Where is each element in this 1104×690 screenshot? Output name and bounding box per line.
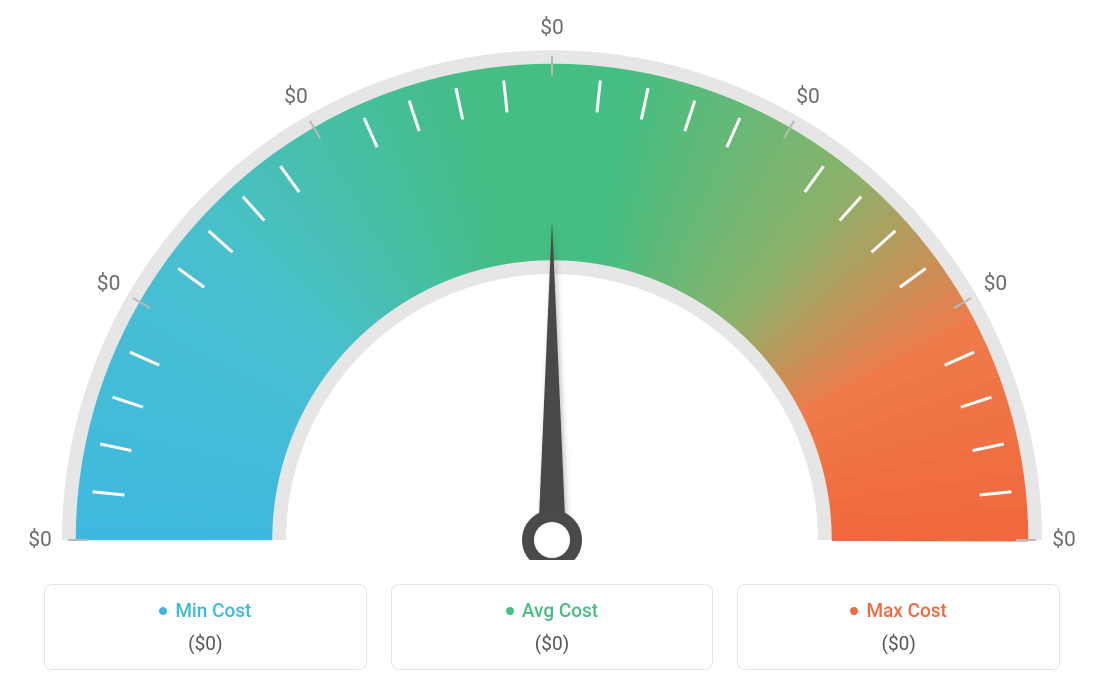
legend-label-max: Max Cost [866, 599, 946, 622]
legend-row: Min Cost ($0) Avg Cost ($0) Max Cost ($0… [44, 584, 1060, 670]
gauge-tick-label: $0 [284, 85, 308, 109]
legend-title-min: Min Cost [159, 599, 251, 622]
legend-label-min: Min Cost [175, 599, 251, 622]
gauge-svg [0, 0, 1104, 560]
legend-value-max: ($0) [750, 632, 1047, 655]
legend-dot-min [159, 607, 167, 615]
gauge-tick-label: $0 [28, 528, 52, 552]
gauge-tick-label: $0 [1052, 528, 1076, 552]
gauge-tick-label: $0 [97, 272, 121, 296]
legend-card-max: Max Cost ($0) [737, 584, 1060, 670]
legend-dot-max [850, 607, 858, 615]
gauge-tick-label: $0 [984, 272, 1008, 296]
legend-title-avg: Avg Cost [506, 599, 598, 622]
legend-card-min: Min Cost ($0) [44, 584, 367, 670]
legend-label-avg: Avg Cost [522, 599, 598, 622]
gauge-tick-label: $0 [540, 16, 564, 40]
legend-dot-avg [506, 607, 514, 615]
legend-value-min: ($0) [57, 632, 354, 655]
legend-title-max: Max Cost [850, 599, 946, 622]
legend-card-avg: Avg Cost ($0) [391, 584, 714, 670]
gauge-tick-label: $0 [796, 85, 820, 109]
gauge-chart: $0 $0 $0 $0 $0 $0 $0 [0, 0, 1104, 560]
legend-value-avg: ($0) [404, 632, 701, 655]
